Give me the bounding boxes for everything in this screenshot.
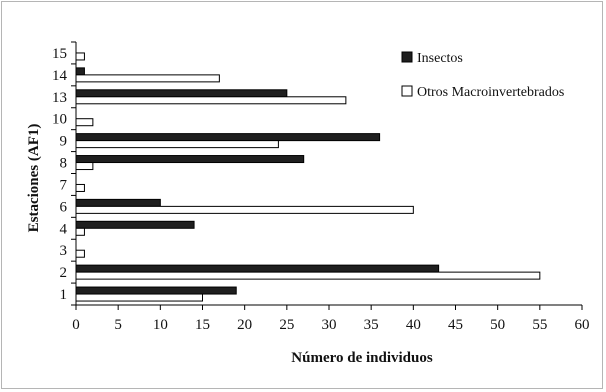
bar-otros-3 xyxy=(75,249,85,258)
x-tick-label-35: 35 xyxy=(364,317,379,333)
bar-otros-6 xyxy=(75,205,414,214)
legend-label-insectos: Insectos xyxy=(417,51,463,66)
y-tick-label-1: 1 xyxy=(60,287,68,303)
bar-otros-1 xyxy=(75,293,203,302)
bar-insectos-6 xyxy=(75,198,161,207)
y-tick-label-8: 8 xyxy=(60,156,68,172)
bar-insectos-14 xyxy=(75,67,85,76)
bar-otros-8 xyxy=(75,162,94,171)
x-tick-label-15: 15 xyxy=(195,317,210,333)
bar-otros-14 xyxy=(75,74,220,83)
y-tick-label-3: 3 xyxy=(60,243,68,259)
legend-label-otros: Otros Macroinvertebrados xyxy=(417,85,564,100)
bar-otros-4 xyxy=(75,227,85,236)
bar-otros-2 xyxy=(75,271,541,280)
bar-insectos-4 xyxy=(75,220,195,229)
x-tick-label-25: 25 xyxy=(279,317,294,333)
legend: Insectos Otros Macroinvertebrados xyxy=(401,51,564,100)
bars-group xyxy=(75,52,541,302)
y-tick-label-4: 4 xyxy=(60,221,68,237)
bar-otros-13 xyxy=(75,96,347,105)
bar-insectos-9 xyxy=(75,133,381,142)
y-tick-label-2: 2 xyxy=(60,265,68,281)
x-axis-title: Número de individuos xyxy=(291,350,433,366)
x-tick-label-5: 5 xyxy=(114,317,122,333)
bar-insectos-13 xyxy=(75,89,288,98)
x-tick-label-60: 60 xyxy=(575,317,590,333)
x-tick-label-40: 40 xyxy=(406,317,421,333)
x-tick-label-30: 30 xyxy=(322,317,337,333)
y-tick-label-13: 13 xyxy=(52,90,67,106)
legend-swatch-otros xyxy=(401,85,413,97)
bar-insectos-1 xyxy=(75,286,237,295)
x-tick-label-0: 0 xyxy=(72,317,80,333)
y-tick-label-14: 14 xyxy=(52,68,68,84)
bar-otros-15 xyxy=(75,52,85,61)
y-tick-label-15: 15 xyxy=(52,46,67,62)
x-tick-label-45: 45 xyxy=(448,317,463,333)
y-tick-label-7: 7 xyxy=(60,177,68,193)
axes-group: 1 2 3 4 6 7 8 9 10 13 14 15 0 5 10 15 20 25 30 35 40 45 50 55 60 xyxy=(52,41,590,333)
bar-otros-7 xyxy=(75,183,85,192)
bar-insectos-2 xyxy=(75,264,440,273)
y-tick-label-10: 10 xyxy=(52,112,67,128)
legend-swatch-insectos xyxy=(401,51,413,63)
x-tick-label-50: 50 xyxy=(490,317,505,333)
bar-insectos-8 xyxy=(75,155,305,164)
x-tick-label-20: 20 xyxy=(237,317,252,333)
y-tick-label-6: 6 xyxy=(60,199,68,215)
bar-otros-10 xyxy=(75,118,94,127)
bar-otros-9 xyxy=(75,140,279,149)
y-axis-title: Estaciones (AF1) xyxy=(26,124,42,233)
x-tick-label-55: 55 xyxy=(532,317,547,333)
y-tick-label-9: 9 xyxy=(60,134,68,150)
x-tick-label-10: 10 xyxy=(153,317,168,333)
